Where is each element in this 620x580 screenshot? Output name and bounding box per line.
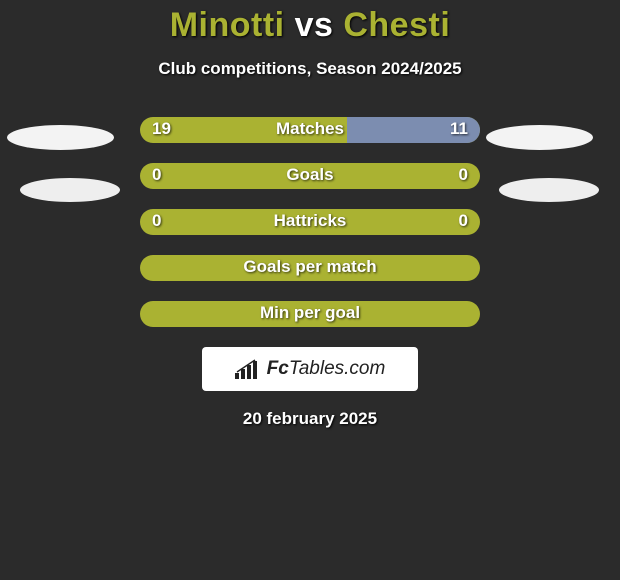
stat-value-left: 19 <box>152 119 171 139</box>
date: 20 february 2025 <box>0 409 620 429</box>
stat-bar: Goals per match <box>140 255 480 281</box>
stat-row: Min per goal <box>0 301 620 327</box>
title-vs: vs <box>295 6 334 44</box>
stat-bar: Min per goal <box>140 301 480 327</box>
stat-bar: Hattricks0 0 <box>140 209 480 235</box>
stat-label: Goals per match <box>140 257 480 277</box>
stat-bar: Goals0 0 <box>140 163 480 189</box>
bars-icon <box>235 359 261 379</box>
logo-fc: Fc <box>267 358 289 380</box>
stat-value-right: 0 <box>459 211 468 231</box>
h2h-card: Minotti vs Chesti Club competitions, Sea… <box>0 0 620 580</box>
stat-label: Matches <box>140 119 480 139</box>
stat-value-left: 0 <box>152 211 161 231</box>
stat-label: Goals <box>140 165 480 185</box>
stat-row: Hattricks0 0 <box>0 209 620 235</box>
stat-row: Matches19 11 <box>0 117 620 143</box>
stat-value-left: 0 <box>152 165 161 185</box>
title: Minotti vs Chesti <box>0 0 620 45</box>
stat-bar: Matches19 11 <box>140 117 480 143</box>
stat-label: Min per goal <box>140 303 480 323</box>
stat-row: Goals per match <box>0 255 620 281</box>
logo-tables: Tables.com <box>289 358 385 380</box>
title-player2: Chesti <box>343 6 450 44</box>
subtitle: Club competitions, Season 2024/2025 <box>0 59 620 79</box>
stat-row: Goals0 0 <box>0 163 620 189</box>
title-player1: Minotti <box>170 6 285 44</box>
stat-label: Hattricks <box>140 211 480 231</box>
stat-value-right: 11 <box>450 119 468 139</box>
stat-value-right: 0 <box>459 165 468 185</box>
fctables-logo: FcTables.com <box>202 347 418 391</box>
